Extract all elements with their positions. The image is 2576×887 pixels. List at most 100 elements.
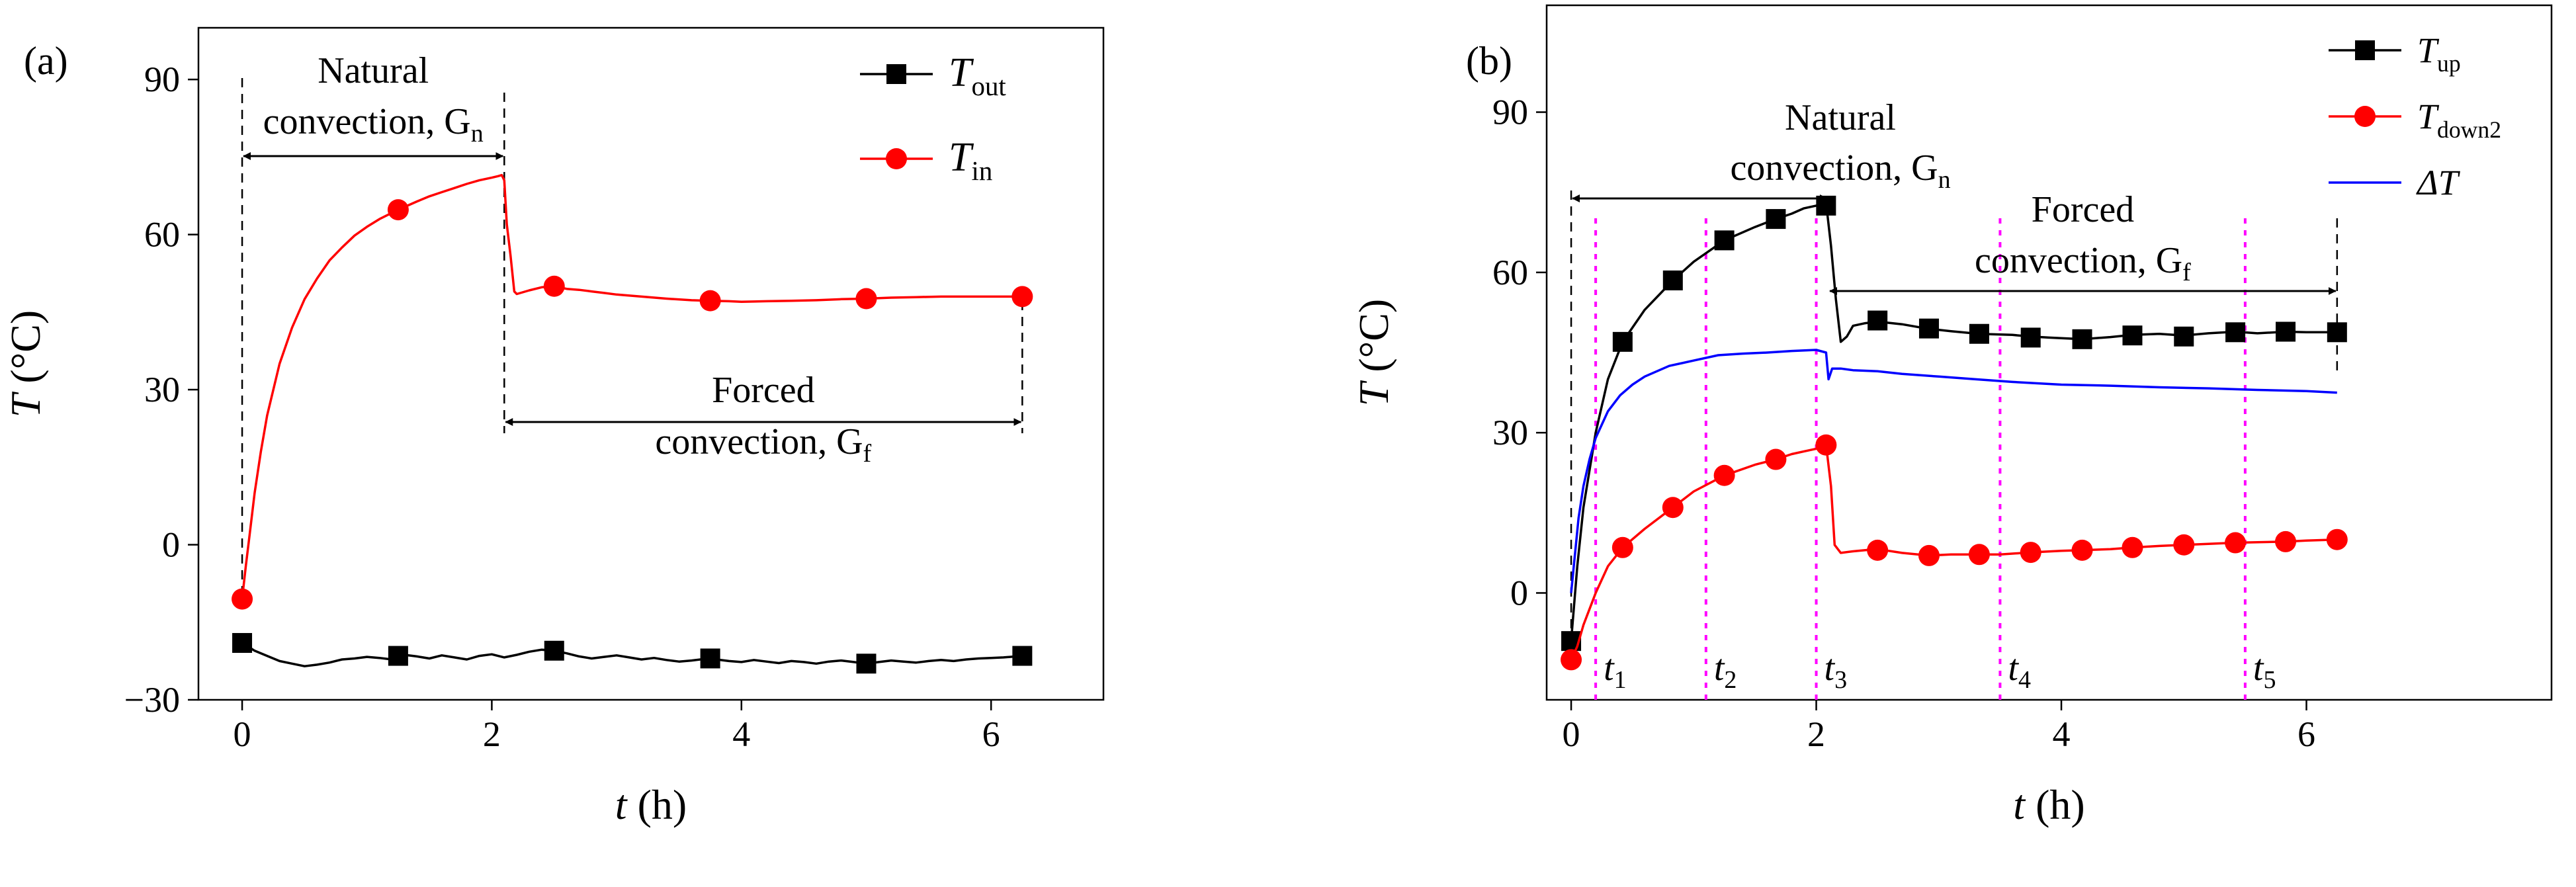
legend-label-var: T (2417, 30, 2440, 70)
region-label-text: convection, G (1975, 240, 2182, 281)
data-point-T_up (1969, 323, 1989, 344)
time-marker-label: t2 (1714, 648, 1737, 694)
region-label-forced-line2: convection, Gf (655, 421, 871, 468)
x-axis-label-var: t (615, 781, 628, 828)
data-point-T_down2 (1815, 434, 1837, 456)
time-marker-label: t1 (1604, 648, 1627, 694)
region-label-forced-line2: convection, Gf (1975, 240, 2191, 286)
region-label-text: convection, G (263, 101, 471, 142)
x-axis-label: t (h) (2013, 781, 2084, 828)
series-line-T_out (241, 642, 1023, 667)
data-point-T_out (232, 633, 253, 654)
data-point-T_up (2225, 322, 2246, 343)
time-marker-sub: 4 (2018, 666, 2031, 694)
y-tick-label: 60 (144, 215, 180, 255)
y-tick-label: 0 (162, 525, 180, 565)
x-axis-label: t (h) (615, 781, 687, 828)
x-tick-label: 0 (1563, 714, 1580, 754)
y-axis-label-var: T (2, 391, 49, 417)
data-point-T_up (2122, 325, 2143, 346)
data-point-T_out (388, 646, 408, 666)
data-point-T_up (1662, 270, 1683, 290)
time-marker-sub: 5 (2263, 666, 2276, 694)
data-point-T_out (856, 654, 877, 674)
panel-a-chart: 0 2 4 6 −30 0 30 60 90 t (h) T (°C) (a) Natural conve… (2, 26, 1105, 828)
data-point-T_up (2072, 329, 2092, 349)
data-point-T_up (1714, 230, 1735, 251)
legend-label-var: T (949, 50, 974, 95)
region-label-sub: n (471, 120, 484, 148)
series-line-T_in (241, 173, 1023, 599)
time-marker-var: t (2008, 648, 2019, 689)
region-label-text: convection, G (655, 421, 863, 462)
data-point-T_out (1012, 646, 1033, 666)
region-label-forced-line1: Forced (2032, 189, 2135, 230)
data-point-T_up (1918, 318, 1939, 339)
panel-label: (b) (1466, 39, 1512, 83)
data-point-T_down2 (2225, 532, 2247, 554)
legend-label-sub: in (971, 156, 992, 186)
legend-label-T_up: Tup (2417, 30, 2461, 77)
data-point-T_down2 (2071, 539, 2093, 561)
data-point-T_down2 (1662, 497, 1684, 519)
y-tick-label: 0 (1510, 573, 1528, 612)
region-label-natural-line2: convection, Gn (263, 101, 484, 148)
legend-label-sub: up (2437, 50, 2461, 77)
data-point-T_in (1011, 286, 1033, 308)
x-tick-label: 2 (483, 714, 501, 754)
region-label-sub: f (2182, 259, 2191, 286)
legend-label-T_out: Tout (949, 50, 1006, 101)
y-tick-label: 30 (144, 370, 180, 409)
region-label-text: convection, G (1730, 148, 1938, 189)
x-axis-label-unit: (h) (627, 781, 687, 828)
data-point-T_up (1766, 209, 1786, 230)
x-tick-label: 4 (732, 714, 750, 754)
legend-label-T_down2: Tdown2 (2417, 97, 2501, 143)
data-point-T_in (543, 275, 565, 297)
time-marker-var: t (1825, 648, 1836, 689)
x-tick-label: 4 (2053, 714, 2071, 754)
series-line-T_up (1570, 202, 2337, 642)
data-point-T_down2 (1918, 544, 1940, 566)
time-marker-sub: 1 (1614, 666, 1627, 694)
data-point-T_out (544, 640, 564, 661)
data-point-T_down2 (1611, 536, 1633, 558)
time-marker-sub: 3 (1834, 666, 1847, 694)
data-point-T_down2 (1713, 464, 1735, 486)
y-axis-label-var: T (1350, 380, 1397, 406)
data-point-T_in (855, 288, 877, 310)
data-point-T_in (699, 290, 721, 312)
data-point-T_in (387, 199, 409, 221)
legend-label-sub: down2 (2437, 116, 2501, 143)
time-marker-label: t5 (2253, 648, 2276, 694)
series-line-dT (1570, 349, 2337, 593)
x-axis-label-var: t (2013, 781, 2026, 828)
x-tick-label: 0 (234, 714, 251, 754)
data-point-T_down2 (1765, 448, 1787, 470)
region-label-natural-line2: convection, Gn (1730, 148, 1950, 194)
region-label-sub: f (863, 440, 872, 468)
data-point-T_down2 (1561, 649, 1582, 671)
legend-label-sub: out (971, 71, 1006, 101)
legend-label-dT: ΔT (2416, 163, 2461, 202)
panel-label: (a) (24, 39, 68, 83)
data-point-T_down2 (2020, 542, 2041, 564)
x-tick-label: 2 (1807, 714, 1825, 754)
data-point-T_in (232, 588, 253, 610)
y-tick-label: −30 (124, 680, 180, 720)
y-axis-label: T (°C) (2, 310, 49, 418)
time-marker-var: t (1604, 648, 1615, 689)
y-axis-label: T (°C) (1350, 299, 1397, 407)
legend-marker-T_up (2355, 40, 2375, 60)
time-marker-var: t (1714, 648, 1725, 689)
y-tick-label: 90 (144, 60, 180, 99)
region-label-forced-line1: Forced (712, 370, 815, 411)
y-tick-label: 30 (1492, 413, 1528, 452)
data-point-T_up (2174, 326, 2194, 347)
x-tick-label: 6 (2297, 714, 2315, 754)
region-label-natural-line1: Natural (1785, 97, 1896, 138)
data-point-T_down2 (2173, 534, 2195, 556)
region-label-sub: n (1938, 166, 1951, 194)
